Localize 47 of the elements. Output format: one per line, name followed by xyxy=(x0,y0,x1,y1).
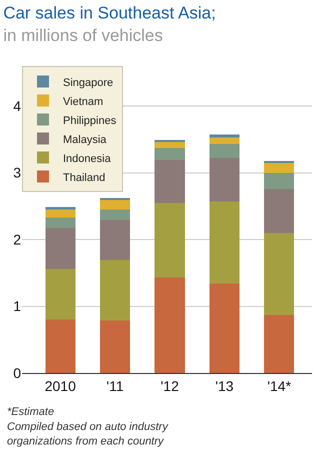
bar xyxy=(209,158,240,202)
bar xyxy=(264,162,294,173)
bar xyxy=(154,148,185,160)
x-tick-label: 2010 xyxy=(44,378,76,394)
bar xyxy=(264,188,294,233)
x-tick-label: '11 xyxy=(106,378,124,394)
y-tick-label: 2 xyxy=(13,231,22,248)
bar xyxy=(154,202,185,278)
legend-label: Singapore xyxy=(63,76,114,89)
text: *Estimate xyxy=(7,406,54,418)
bar xyxy=(154,278,185,373)
bar xyxy=(45,320,76,373)
bar xyxy=(45,206,76,210)
y-tick-label: 3 xyxy=(13,164,22,181)
legend-label: Malaysia xyxy=(63,134,108,146)
legend-label: Philippines xyxy=(63,114,117,127)
bar xyxy=(264,172,294,189)
bar xyxy=(209,134,240,138)
bar xyxy=(154,160,185,203)
legend-label: Indonesia xyxy=(63,152,112,165)
x-tick-label: '12 xyxy=(160,378,180,394)
y-tick-label: 0 xyxy=(13,364,22,381)
bar xyxy=(209,137,240,144)
text: Compiled based on auto industry organizations from each country xyxy=(7,421,170,448)
bar xyxy=(100,260,130,320)
x-tick-label: '13 xyxy=(215,378,234,394)
legend-label: Vietnam xyxy=(63,96,104,108)
bar xyxy=(264,314,294,373)
bar xyxy=(209,284,240,373)
bar xyxy=(100,320,130,373)
bar xyxy=(100,200,130,210)
chart-title: Car sales in Southeast Asia; xyxy=(3,4,216,23)
bar xyxy=(100,209,130,220)
y-tick-label: 1 xyxy=(13,298,22,314)
chart-subtitle: in millions of vehicles xyxy=(3,26,163,45)
bar xyxy=(45,268,76,320)
bar xyxy=(209,144,240,158)
y-tick-label: 4 xyxy=(13,98,22,114)
bar xyxy=(45,209,76,218)
bar xyxy=(100,220,130,260)
bar xyxy=(45,218,76,228)
bar xyxy=(264,232,294,315)
bar xyxy=(209,201,240,284)
legend-label: Thailand xyxy=(63,172,106,184)
bar xyxy=(45,228,76,269)
x-tick-label: '14* xyxy=(267,378,292,394)
bar xyxy=(154,142,185,148)
